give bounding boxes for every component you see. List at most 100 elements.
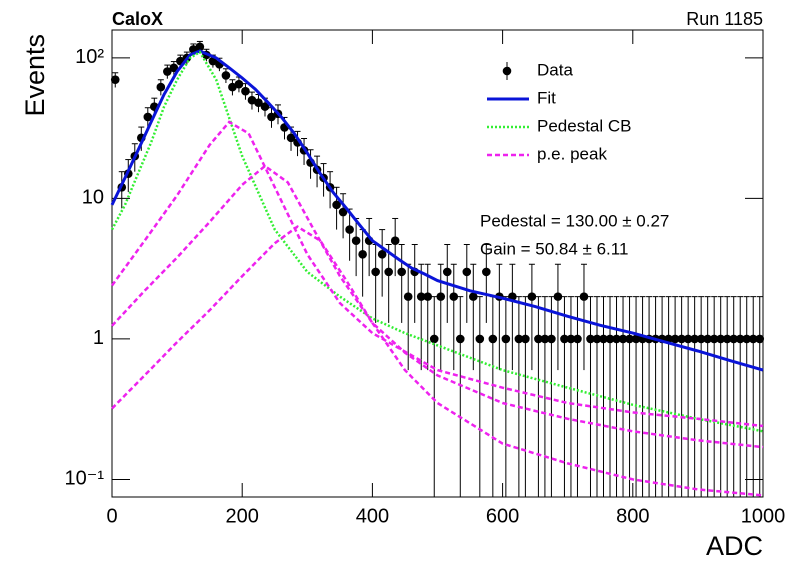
curve [110, 120, 764, 428]
data-point [690, 334, 699, 344]
legend-label: p.e. peak [537, 144, 607, 163]
data-point [683, 334, 693, 344]
data-point [345, 225, 354, 234]
legend-label: Fit [537, 88, 556, 107]
curve [110, 49, 764, 372]
x-axis-label: ADC [706, 531, 763, 561]
x-tick-label: 400 [356, 505, 389, 527]
data-point [482, 267, 491, 277]
annotation: Gain = 50.84 ± 6.11 [480, 239, 628, 258]
data-point [423, 292, 433, 301]
data-point [703, 334, 712, 344]
data-point [254, 98, 263, 108]
data-point [677, 334, 686, 344]
data-point [358, 250, 367, 259]
data-point [592, 334, 602, 344]
data-point [618, 334, 628, 344]
data-point [332, 200, 341, 210]
data-point [735, 334, 745, 344]
data-point [455, 334, 465, 344]
data-point [553, 292, 563, 301]
data-point [631, 334, 641, 344]
data-point [670, 334, 680, 344]
data-point [429, 334, 439, 344]
data-point [748, 334, 758, 344]
data-point [540, 334, 550, 344]
data-point [377, 250, 387, 259]
data-point [156, 82, 166, 92]
data-point [416, 292, 426, 301]
chart-title: CaloX [112, 9, 163, 29]
data-point [612, 334, 621, 344]
data-point [371, 267, 380, 277]
data-point [260, 102, 270, 111]
y-tick-label: 10⁻¹ [65, 468, 105, 490]
data-point [403, 292, 413, 301]
data-point [573, 334, 582, 344]
data-point [241, 86, 250, 96]
data-point [384, 267, 393, 277]
data-point [221, 71, 231, 80]
legend-label: Pedestal CB [537, 116, 632, 135]
y-axis-label: Events [20, 34, 50, 117]
curve [111, 164, 764, 449]
data-point [755, 334, 765, 344]
curve [110, 50, 764, 433]
data-point [234, 79, 244, 89]
data-point [566, 334, 576, 344]
annotation: Pedestal = 130.00 ± 0.27 [480, 211, 669, 230]
data-point [449, 292, 459, 301]
data-point [605, 334, 615, 344]
data-point [696, 334, 706, 344]
data-point [742, 334, 752, 344]
data-point [709, 334, 719, 344]
data-point [534, 334, 543, 344]
data-point [469, 292, 478, 301]
x-tick-label: 0 [106, 505, 117, 527]
data-point [501, 334, 511, 344]
plot-frame [111, 29, 764, 498]
data-point [286, 133, 296, 143]
data-point [599, 334, 608, 344]
x-tick-label: 1000 [741, 505, 786, 527]
data-point [169, 63, 179, 73]
legend-label: Data [537, 60, 573, 79]
data-point [514, 334, 524, 344]
y-tick-label: 10 [82, 187, 104, 209]
data-point [351, 236, 361, 246]
data-point [527, 292, 537, 301]
data-point [722, 334, 732, 344]
curve [111, 225, 764, 497]
data-point [267, 112, 276, 122]
data-point [547, 334, 556, 344]
data-point [228, 82, 237, 92]
data-point [729, 334, 739, 344]
data-point [390, 236, 400, 246]
data-point [586, 334, 595, 344]
data-point [163, 67, 172, 76]
data-point [625, 334, 634, 344]
y-tick-label: 1 [93, 327, 104, 349]
data-point [436, 292, 446, 301]
legend-symbol [502, 66, 512, 76]
data-point [716, 334, 725, 344]
data-point [560, 334, 569, 344]
data-point [442, 267, 452, 277]
x-tick-label: 800 [616, 505, 649, 527]
x-tick-label: 600 [486, 505, 519, 527]
data-point [488, 334, 498, 344]
data-point [579, 292, 589, 301]
x-tick-label: 200 [226, 505, 259, 527]
data-point [462, 267, 472, 277]
chart-subtitle: Run 1185 [686, 9, 763, 29]
data-point [143, 112, 153, 122]
data-point [397, 267, 406, 277]
data-point [195, 42, 205, 52]
y-tick-label: 10² [75, 46, 104, 68]
data-point [475, 334, 485, 344]
data-point [521, 334, 530, 344]
data-point [247, 95, 257, 105]
data-point [110, 75, 120, 84]
